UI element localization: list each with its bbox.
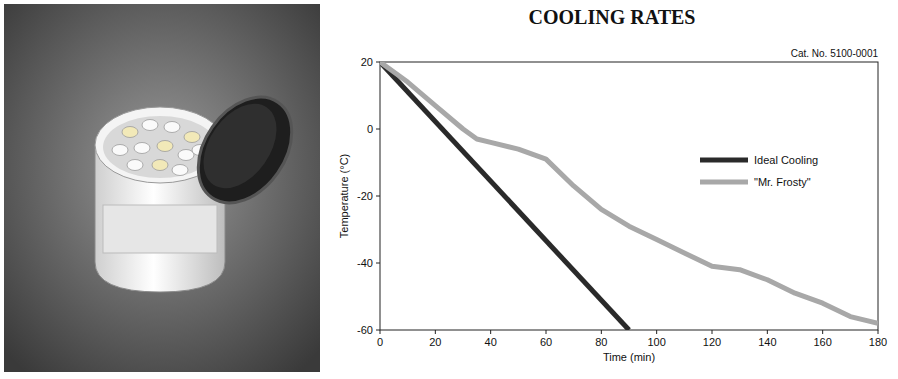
y-tick — [376, 129, 380, 130]
x-tick — [601, 330, 602, 334]
vial — [112, 145, 128, 156]
y-tick-label: -40 — [357, 257, 373, 269]
vial — [152, 160, 168, 171]
x-tick-label: 80 — [595, 336, 607, 348]
x-tick — [380, 330, 381, 334]
lid — [179, 80, 311, 221]
x-tick — [767, 330, 768, 334]
x-tick — [878, 330, 879, 334]
axes: 0 20 40 60 80 100 120 140 160 180 -60 -40 -20 0 20 — [357, 56, 887, 348]
jar-label — [103, 205, 217, 253]
x-tick — [656, 330, 657, 334]
y-tick-label: 0 — [367, 123, 373, 135]
y-tick-label: 20 — [361, 56, 373, 68]
x-tick-label: 140 — [758, 336, 776, 348]
vial — [164, 122, 180, 133]
x-tick — [546, 330, 547, 334]
series-line — [380, 62, 878, 323]
plot-frame — [380, 62, 878, 330]
legend-swatch — [700, 180, 748, 185]
y-tick-label: -20 — [357, 190, 373, 202]
x-tick — [822, 330, 823, 334]
vial — [122, 127, 138, 138]
subtitle: Cat. No. 5100-0001 — [791, 48, 879, 59]
lines — [380, 62, 878, 330]
x-tick — [712, 330, 713, 334]
photo-background — [4, 4, 320, 372]
x-tick-label: 20 — [429, 336, 441, 348]
vial — [178, 150, 194, 161]
y-tick — [376, 62, 380, 63]
x-tick-label: 60 — [540, 336, 552, 348]
y-tick-label: -60 — [357, 324, 373, 336]
x-tick — [490, 330, 491, 334]
x-tick-label: 180 — [869, 336, 887, 348]
y-tick — [376, 196, 380, 197]
lid-inner — [188, 90, 291, 201]
x-tick — [435, 330, 436, 334]
vial — [142, 120, 158, 131]
legend-swatch — [700, 158, 748, 163]
legend-label: "Mr. Frosty" — [754, 176, 811, 188]
x-tick-label: 0 — [377, 336, 383, 348]
series-line — [380, 62, 629, 330]
legend-label: Ideal Cooling — [754, 154, 818, 166]
vial — [134, 143, 150, 154]
y-axis-title: Temperature (°C) — [338, 154, 350, 238]
vial — [127, 160, 143, 171]
y-tick — [376, 263, 380, 264]
x-tick-label: 100 — [647, 336, 665, 348]
x-tick-label: 160 — [813, 336, 831, 348]
x-tick-label: 40 — [485, 336, 497, 348]
y-tick — [376, 330, 380, 331]
x-tick-label: 120 — [703, 336, 721, 348]
x-axis-title: Time (min) — [603, 351, 655, 363]
vial — [172, 165, 188, 176]
vial — [184, 132, 200, 143]
legend: Ideal Cooling "Mr. Frosty" — [700, 154, 818, 188]
title: COOLING RATES — [529, 6, 696, 28]
vial — [157, 141, 173, 152]
photo — [4, 4, 320, 372]
